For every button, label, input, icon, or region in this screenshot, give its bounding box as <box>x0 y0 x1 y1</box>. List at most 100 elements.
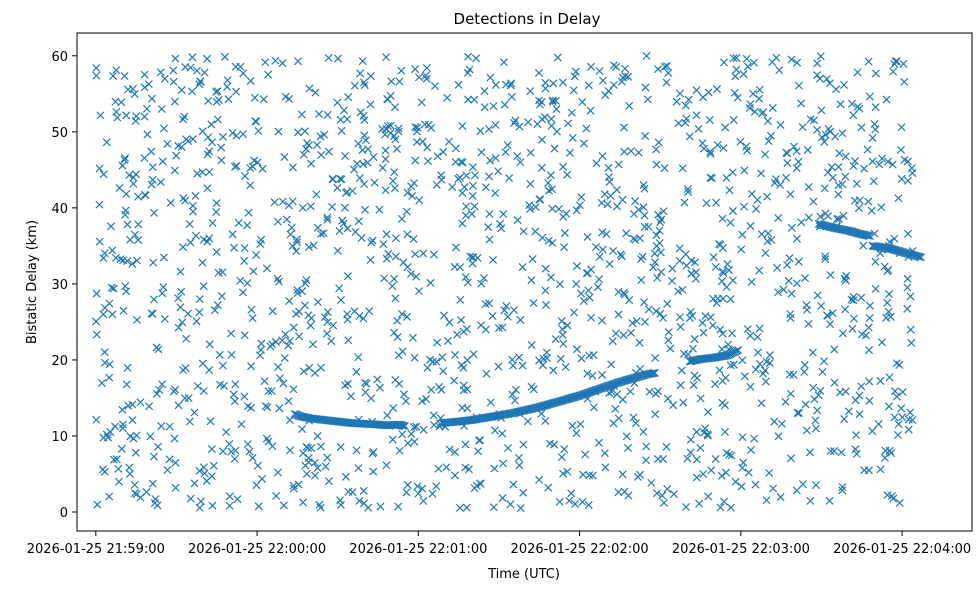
noise-point <box>736 137 745 146</box>
noise-point <box>333 246 342 255</box>
noise-point <box>319 229 328 238</box>
noise-point <box>561 363 570 372</box>
noise-point <box>307 444 316 453</box>
noise-point <box>681 502 691 511</box>
noise-point <box>316 132 325 141</box>
noise-point <box>753 195 762 204</box>
noise-point <box>544 178 553 187</box>
noise-point <box>622 432 631 441</box>
noise-point <box>99 170 108 179</box>
noise-point <box>313 297 322 307</box>
noise-point <box>679 398 688 407</box>
noise-point <box>651 410 660 419</box>
noise-point <box>719 144 728 153</box>
noise-point <box>776 120 785 129</box>
noise-point <box>849 292 858 301</box>
noise-point <box>729 54 738 63</box>
noise-point <box>816 386 825 395</box>
noise-point <box>102 138 111 147</box>
noise-point <box>309 241 318 250</box>
noise-point <box>132 256 142 265</box>
noise-point <box>500 306 509 315</box>
noise-point <box>692 111 701 120</box>
noise-point <box>552 127 561 136</box>
noise-point <box>749 89 758 98</box>
noise-point <box>727 451 736 460</box>
noise-point <box>864 197 873 206</box>
noise-point <box>739 458 748 467</box>
noise-point <box>390 328 399 337</box>
noise-point <box>105 360 114 369</box>
noise-point <box>572 206 581 215</box>
noise-point <box>869 177 878 186</box>
noise-point <box>240 256 249 265</box>
noise-point <box>243 279 252 288</box>
noise-point <box>468 259 477 268</box>
noise-point <box>470 95 479 104</box>
track-point <box>734 346 743 355</box>
noise-point <box>195 295 204 304</box>
noise-point <box>451 447 460 457</box>
noise-point <box>876 376 885 385</box>
noise-point <box>395 77 404 86</box>
noise-point <box>402 207 411 216</box>
noise-point <box>904 425 913 434</box>
noise-point <box>865 92 874 101</box>
noise-point <box>536 195 545 204</box>
noise-point <box>805 448 814 457</box>
noise-point <box>468 163 477 172</box>
x-tick-label: 2026-01-25 22:01:00 <box>349 542 487 557</box>
noise-point <box>676 89 685 98</box>
noise-point <box>582 124 591 133</box>
noise-point <box>892 392 901 401</box>
noise-point <box>144 80 153 89</box>
noise-point <box>170 97 179 106</box>
noise-point <box>526 148 535 157</box>
noise-point <box>310 471 320 480</box>
noise-point <box>830 378 839 387</box>
noise-point <box>908 416 917 425</box>
noise-point <box>666 344 675 353</box>
noise-point <box>541 78 550 87</box>
track-point <box>865 231 874 241</box>
noise-point <box>656 309 665 318</box>
noise-point <box>148 163 157 172</box>
noise-point <box>191 191 200 200</box>
noise-point <box>783 159 792 168</box>
noise-point <box>262 264 271 273</box>
noise-point <box>207 120 216 129</box>
noise-point <box>294 480 303 489</box>
noise-point <box>97 379 106 388</box>
y-tick-label: 30 <box>51 278 68 293</box>
noise-point <box>559 212 568 221</box>
noise-point <box>337 175 346 184</box>
noise-point <box>789 142 798 151</box>
noise-point <box>244 208 253 217</box>
noise-point <box>834 162 843 171</box>
noise-point <box>777 419 786 428</box>
y-tick-label: 0 <box>60 506 68 521</box>
noise-point <box>589 351 598 360</box>
noise-point <box>742 142 751 151</box>
noise-point <box>274 277 283 286</box>
noise-point <box>420 120 429 129</box>
noise-point <box>301 279 310 288</box>
noise-point <box>282 215 291 224</box>
noise-point <box>585 471 594 480</box>
noise-point <box>279 379 288 388</box>
noise-point <box>147 180 156 189</box>
noise-point <box>752 204 761 214</box>
noise-point <box>316 363 325 372</box>
noise-point <box>680 349 689 358</box>
noise-point <box>347 392 356 401</box>
noise-point <box>516 315 525 324</box>
noise-point <box>888 160 897 169</box>
noise-point <box>817 133 826 142</box>
noise-point <box>801 400 810 409</box>
noise-point <box>716 240 725 249</box>
noise-point <box>245 447 254 456</box>
x-tick-label: 2026-01-25 22:04:00 <box>833 542 971 557</box>
noise-point <box>92 289 101 298</box>
noise-point <box>668 264 677 273</box>
noise-point <box>128 416 137 425</box>
